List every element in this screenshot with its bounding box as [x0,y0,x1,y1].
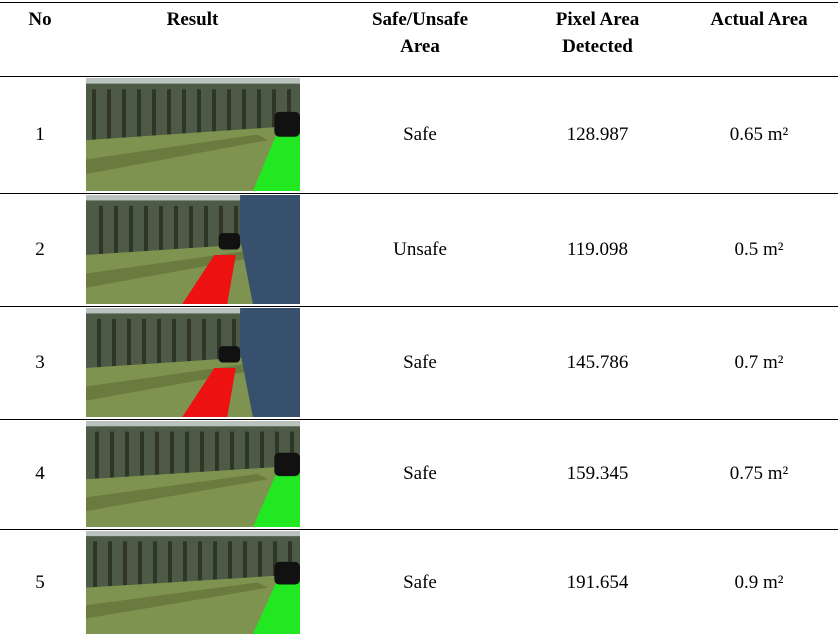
header-cell: Actual Area [710,9,808,30]
top-rule [0,2,838,3]
result-image [86,308,300,417]
header-cell: Safe/Unsafe Area [371,9,469,57]
table-cell: 1 [35,123,45,145]
result-image [86,78,300,191]
table-cell: Unsafe [393,238,447,260]
table-cell: 0.65 m² [729,123,789,145]
table-cell: Safe [403,123,437,145]
table-cell: 5 [35,571,45,593]
header-cell: Pixel Area Detected [555,9,640,57]
row-rule [0,306,838,307]
table-cell: Safe [403,351,437,373]
result-image [86,531,300,634]
table-cell: 0.75 m² [729,463,789,484]
row-rule [0,419,838,420]
table-cell: 2 [35,238,45,260]
header-cell: Result [166,9,219,30]
table-cell: 145.786 [566,351,629,373]
table-cell: 3 [35,351,45,373]
row-rule [0,529,838,530]
table-cell: 0.9 m² [734,571,784,593]
table-cell: 0.5 m² [734,238,784,260]
result-image [86,421,300,527]
table-cell: 128.987 [566,123,629,145]
table-cell: 119.098 [566,238,629,260]
table-cell: Safe [403,463,437,484]
result-image [86,195,300,304]
table-cell: Safe [403,571,437,593]
table-cell: 191.654 [566,571,629,593]
header-cell: No [28,9,52,30]
row-rule [0,193,838,194]
table-cell: 4 [35,463,45,484]
header-rule [0,76,838,77]
table-cell: 0.7 m² [734,351,784,373]
table-cell: 159.345 [566,463,629,484]
